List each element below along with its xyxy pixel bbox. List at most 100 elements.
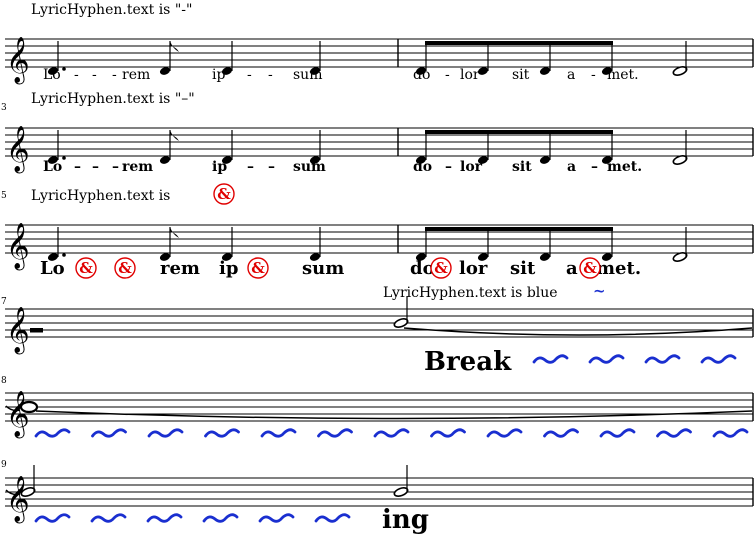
system-4-number: 7 (1, 297, 7, 307)
lyric-syllable: do (410, 258, 435, 279)
notehead (221, 156, 233, 164)
notehead-shape (477, 156, 489, 164)
tie (35, 410, 753, 420)
notehead (47, 67, 59, 75)
lyric-syllable: - (74, 67, 79, 83)
wavy-hyphen-icon (486, 428, 523, 438)
notehead-shape (539, 67, 551, 75)
notehead (47, 253, 59, 261)
tie (403, 327, 753, 336)
notehead (539, 156, 551, 164)
notehead (477, 156, 489, 164)
lyric-syllable: met. (607, 159, 642, 175)
dot (62, 67, 66, 71)
lyric-syllable: – (268, 159, 275, 175)
notehead-shape (221, 156, 233, 164)
notehead (309, 67, 321, 75)
notehead-shape (601, 156, 613, 164)
system-4-markup: LyricHyphen.text is blue (383, 285, 558, 301)
notehead (159, 253, 171, 261)
ampersand-circle-icon: & (213, 183, 235, 205)
notehead (415, 67, 427, 75)
notehead-shape (47, 67, 59, 75)
notehead-shape (309, 156, 321, 164)
wave (314, 513, 351, 523)
dot (62, 156, 66, 160)
notehead (415, 253, 427, 261)
wave (430, 428, 466, 438)
notehead (221, 67, 233, 75)
ampersand-circle-icon: & (75, 257, 97, 279)
notehead (539, 253, 551, 261)
lyric-syllable: lor (460, 67, 480, 83)
lyric-syllable: a (567, 159, 576, 175)
treble-clef-icon: 𝄞 (6, 391, 30, 439)
lyric-syllable: rem (122, 67, 150, 83)
notehead (601, 156, 613, 164)
notehead-shape (539, 253, 551, 261)
lyric-syllable: – (112, 159, 119, 175)
wave (204, 428, 240, 438)
treble-clef-icon: 𝄞 (6, 126, 30, 174)
wavy-hyphen-icon (317, 428, 353, 438)
wave (317, 428, 353, 438)
circle (430, 257, 452, 279)
wavy-hyphen-icon (258, 513, 295, 523)
notehead-shape (221, 67, 233, 75)
treble-clef-icon: 𝄞 (6, 223, 30, 271)
wavy-hyphen-icon (588, 354, 625, 364)
wavy-hyphen-icon (532, 354, 569, 364)
wavy-hyphen-icon (656, 428, 692, 438)
system-3-number: 5 (1, 191, 7, 201)
dot (62, 253, 66, 257)
notehead-shape (159, 253, 171, 261)
wave (543, 428, 579, 438)
notehead (159, 156, 171, 164)
lyric-syllable: – (247, 159, 254, 175)
notehead-shape (415, 156, 427, 164)
wave (147, 428, 184, 438)
notehead-shape (47, 253, 59, 261)
wavy-hyphen-icon (204, 428, 240, 438)
lyric-syllable: – (445, 159, 452, 175)
circle (75, 257, 97, 279)
beam (425, 41, 613, 45)
staves: 𝄞 𝄞 𝄞 𝄞 𝄞 𝄞 (5, 37, 754, 524)
wave (90, 513, 127, 523)
wave (599, 428, 636, 438)
lyric-syllable: rem (122, 159, 153, 175)
wave (258, 513, 295, 523)
notehead (159, 67, 171, 75)
lyric-syllable: sum (293, 159, 326, 175)
lyric-break: Break (424, 347, 512, 377)
ampersand: & (79, 259, 93, 277)
whole-note (19, 400, 39, 414)
ampersand: & (434, 259, 448, 277)
lyric-syllable: - (268, 67, 273, 83)
wave (260, 428, 297, 438)
lyric-syllable: ip (212, 159, 227, 175)
wavy-hyphen-icon (147, 428, 184, 438)
ampersand: & (583, 259, 597, 277)
wavy-hyphen-icon (430, 428, 466, 438)
lyric-syllable: a (566, 258, 578, 279)
notehead-shape (47, 156, 59, 164)
lyric-syllable: sit (510, 258, 536, 279)
lyric-syllable: sum (293, 67, 322, 83)
wavy-hyphen-icon (260, 428, 297, 438)
circle (114, 257, 136, 279)
system-1-markup: LyricHyphen.text is "-" (31, 2, 192, 18)
wavy-hyphen-icon (373, 428, 410, 438)
lyric-syllable: Lo (43, 67, 61, 83)
wavy-hyphen-icon (146, 513, 183, 523)
wavy-hyphen-icon (314, 513, 351, 523)
lyric-syllable: sit (512, 159, 532, 175)
notehead-shape (477, 67, 489, 75)
notehead (601, 253, 613, 261)
lyric-syllable: met. (596, 258, 641, 279)
tie (5, 489, 21, 496)
circle (247, 257, 269, 279)
system-6-number: 9 (1, 460, 7, 470)
wavy-hyphen-icon (599, 428, 636, 438)
